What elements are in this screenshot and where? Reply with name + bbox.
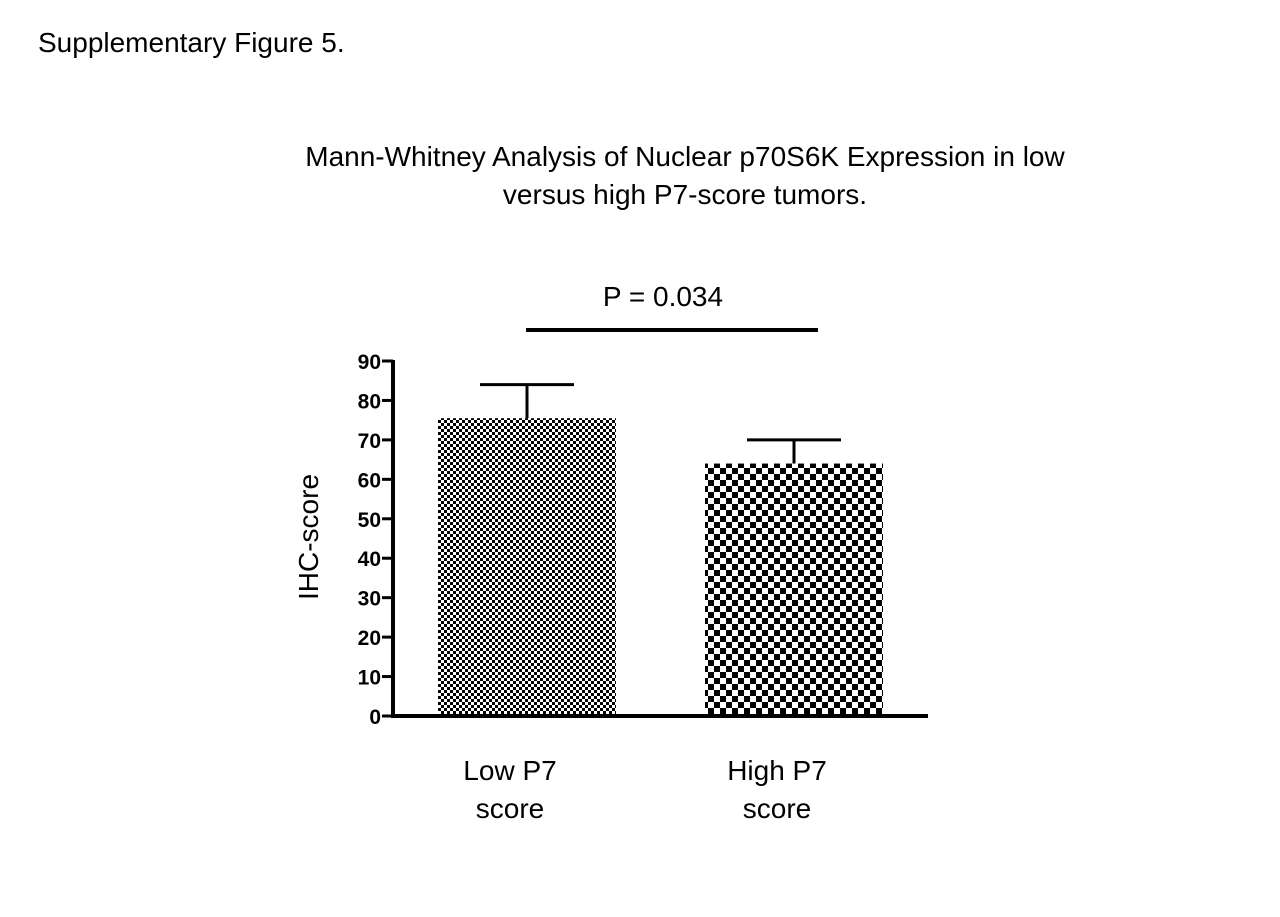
bar-2 (705, 463, 883, 716)
chart-title: Mann-Whitney Analysis of Nuclear p70S6K … (235, 138, 1135, 214)
chart-title-line-2: versus high P7-score tumors. (502, 179, 868, 210)
figure-label: Supplementary Figure 5. (38, 27, 345, 58)
y-tick-label-70: 70 (358, 430, 381, 453)
significance-group: P = 0.034 (526, 281, 818, 332)
y-tick-label-90: 90 (358, 351, 381, 374)
bars-group (438, 418, 883, 716)
labels-group: IHC-score Low P7 score High P7 score (293, 474, 827, 824)
y-tick-label-50: 50 (358, 509, 381, 532)
y-tick-label-30: 30 (358, 588, 381, 611)
category-label-2-line-1: High P7 (727, 755, 827, 786)
y-tick-label-80: 80 (358, 390, 381, 413)
y-tick-label-10: 10 (358, 667, 381, 690)
y-axis-label: IHC-score (293, 474, 324, 600)
significance-label: P = 0.034 (603, 281, 723, 312)
category-label-2-line-2: score (743, 793, 811, 824)
y-tick-label-20: 20 (358, 627, 381, 650)
category-label-1-line-1: Low P7 (463, 755, 556, 786)
bar-1 (438, 418, 616, 716)
category-label-1-line-2: score (476, 793, 544, 824)
y-tick-label-0: 0 (369, 706, 381, 729)
y-tick-label-40: 40 (358, 548, 381, 571)
axes-group: 0 10 20 30 40 50 60 70 80 90 (358, 351, 928, 729)
y-tick-label-60: 60 (358, 469, 381, 492)
chart-title-line-1: Mann-Whitney Analysis of Nuclear p70S6K … (305, 141, 1065, 172)
error-bars-group (480, 383, 841, 464)
